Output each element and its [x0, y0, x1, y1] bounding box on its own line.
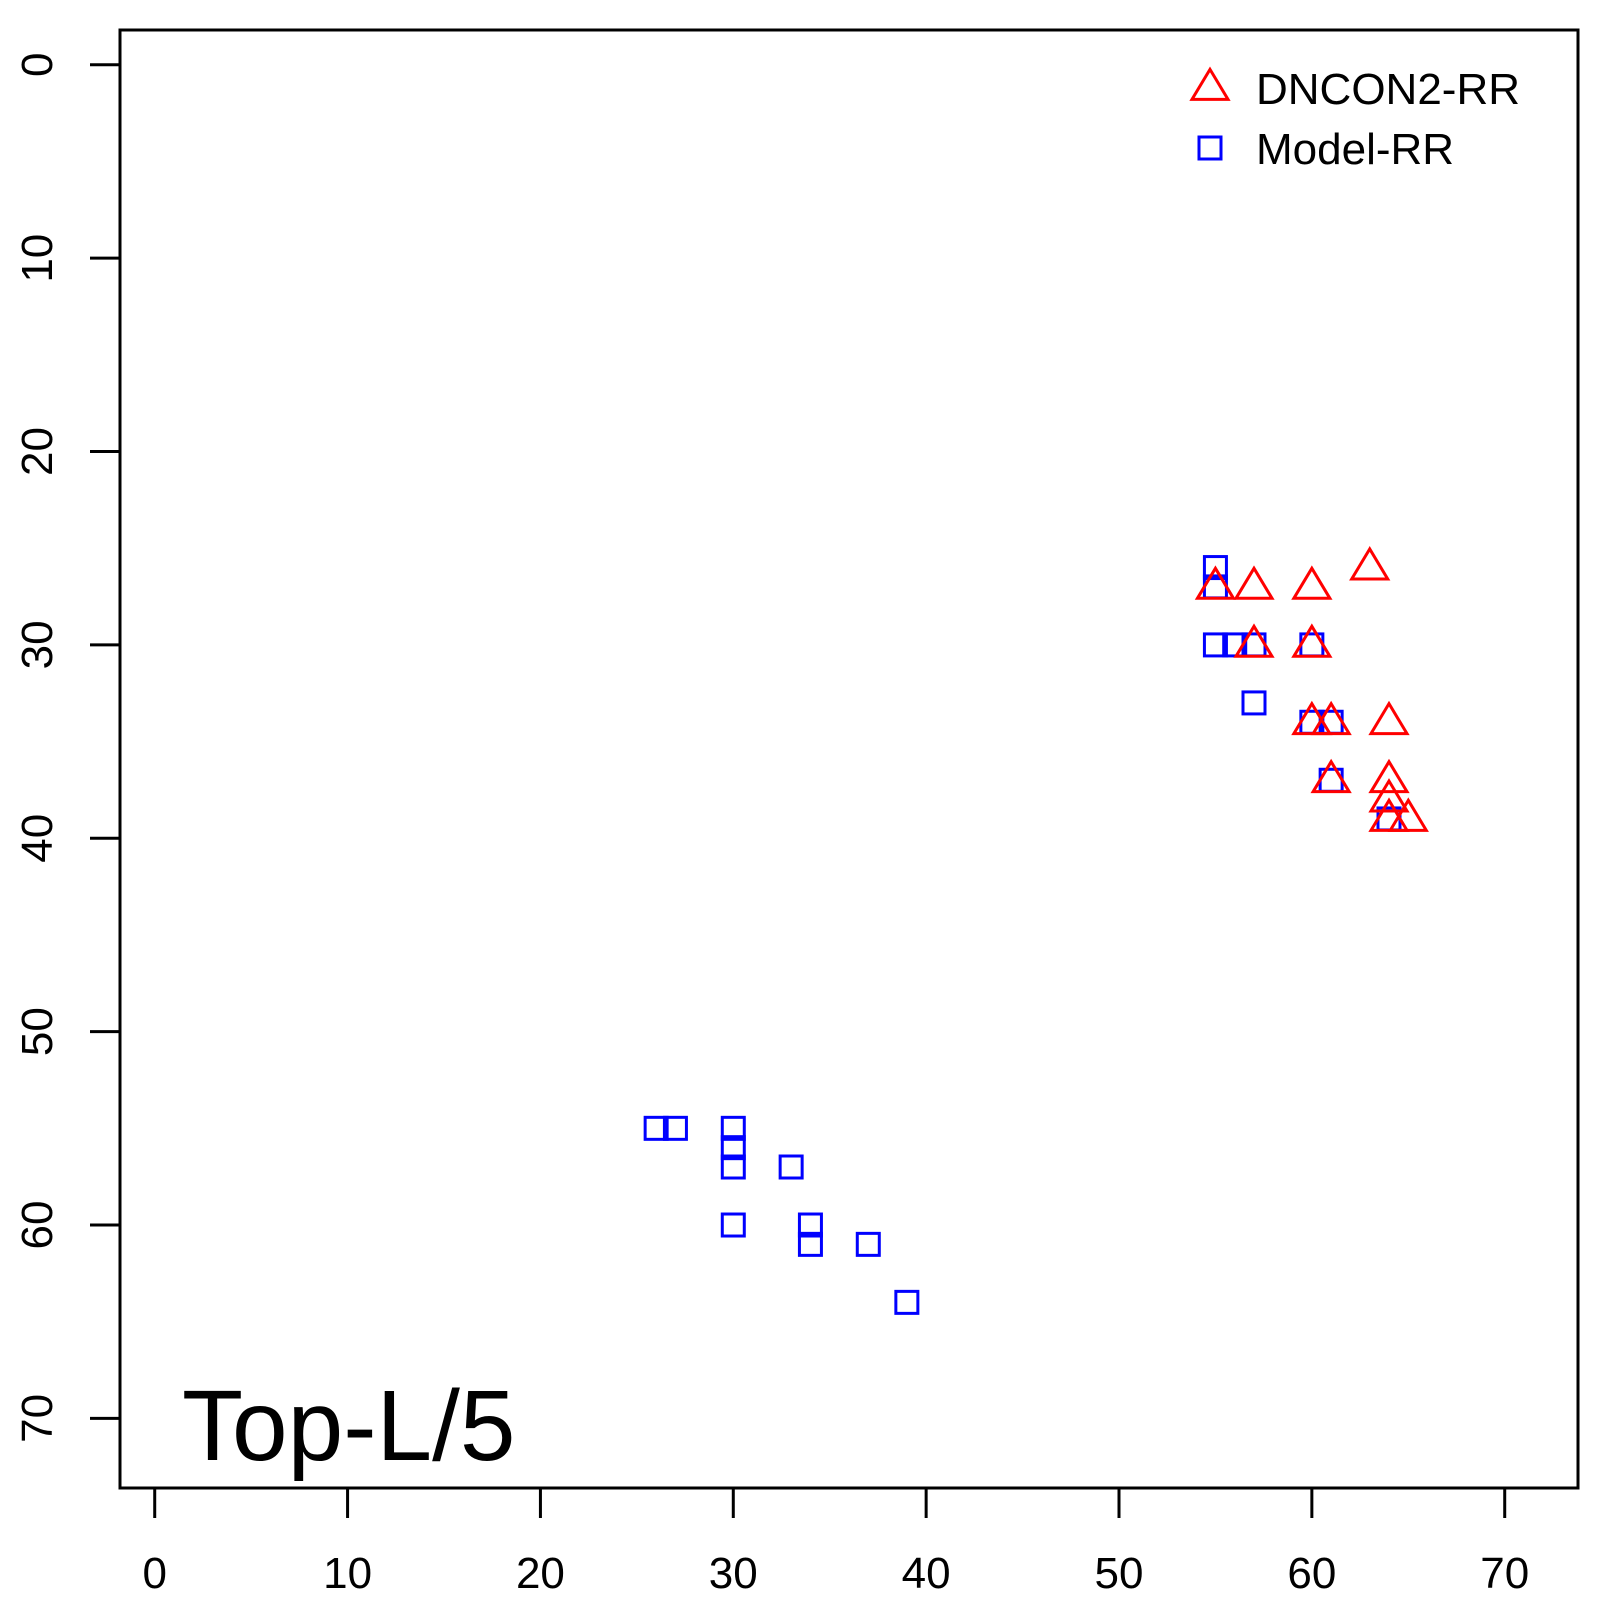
- x-tick-label: 0: [142, 1549, 166, 1598]
- triangle-point: [1291, 623, 1333, 658]
- square-point: [797, 1231, 823, 1257]
- square-point: [855, 1231, 881, 1257]
- triangle-point: [1233, 565, 1275, 600]
- x-tick-label: 50: [1095, 1549, 1144, 1598]
- square-point: [720, 1154, 746, 1180]
- y-tick-label: 40: [13, 814, 62, 863]
- y-tick-label: 0: [13, 53, 62, 77]
- x-tick-label: 30: [709, 1549, 758, 1598]
- x-tick-label: 20: [516, 1549, 565, 1598]
- square-point: [1202, 555, 1228, 581]
- x-axis: 0 10 20 30 40 50 60 70: [142, 1486, 1529, 1598]
- x-tick-label: 70: [1480, 1549, 1529, 1598]
- triangle-point: [1349, 546, 1391, 581]
- square-point: [894, 1289, 920, 1315]
- triangle-point: [1310, 700, 1352, 736]
- square-point: [720, 1212, 746, 1238]
- legend: DNCON2-RR Model-RR: [1189, 65, 1520, 174]
- y-tick-label: 50: [13, 1007, 62, 1056]
- triangle-point: [1368, 758, 1410, 794]
- x-tick-label: 40: [902, 1549, 951, 1598]
- y-tick-label: 20: [13, 427, 62, 476]
- series-dncon2-rr: [1194, 546, 1429, 832]
- triangle-point: [1368, 778, 1410, 813]
- x-tick-label: 10: [323, 1549, 372, 1598]
- triangle-point: [1194, 565, 1237, 600]
- square-point: [720, 1135, 746, 1161]
- triangle-point: [1291, 565, 1333, 600]
- square-point: [1202, 632, 1228, 658]
- y-tick-label: 70: [13, 1394, 62, 1443]
- plot-frame: [118, 28, 1580, 1490]
- square-point: [797, 1212, 823, 1238]
- y-tick-label: 30: [13, 620, 62, 669]
- legend-label: DNCON2-RR: [1256, 65, 1520, 114]
- square-point: [643, 1115, 669, 1141]
- square-point: [720, 1115, 746, 1141]
- y-tick-label: 60: [13, 1201, 62, 1250]
- square-point: [1241, 690, 1267, 716]
- series-model-rr: [643, 555, 1402, 1315]
- triangle-point: [1387, 797, 1429, 832]
- triangle-point: [1233, 623, 1275, 658]
- legend-label: Model-RR: [1256, 125, 1454, 174]
- x-tick-label: 60: [1287, 1549, 1336, 1598]
- legend-triangle-icon: [1189, 66, 1231, 101]
- triangle-point: [1291, 700, 1333, 736]
- y-axis: 0 10 20 30 40 50 60 70: [13, 53, 122, 1443]
- legend-square-icon: [1197, 135, 1223, 161]
- triangle-point: [1368, 700, 1410, 736]
- square-point: [662, 1115, 688, 1141]
- y-tick-label: 10: [13, 234, 62, 283]
- plot-annotation: Top-L/5: [182, 1370, 516, 1482]
- data-marks: [643, 546, 1429, 1315]
- square-point: [778, 1154, 804, 1180]
- triangle-point: [1310, 758, 1352, 794]
